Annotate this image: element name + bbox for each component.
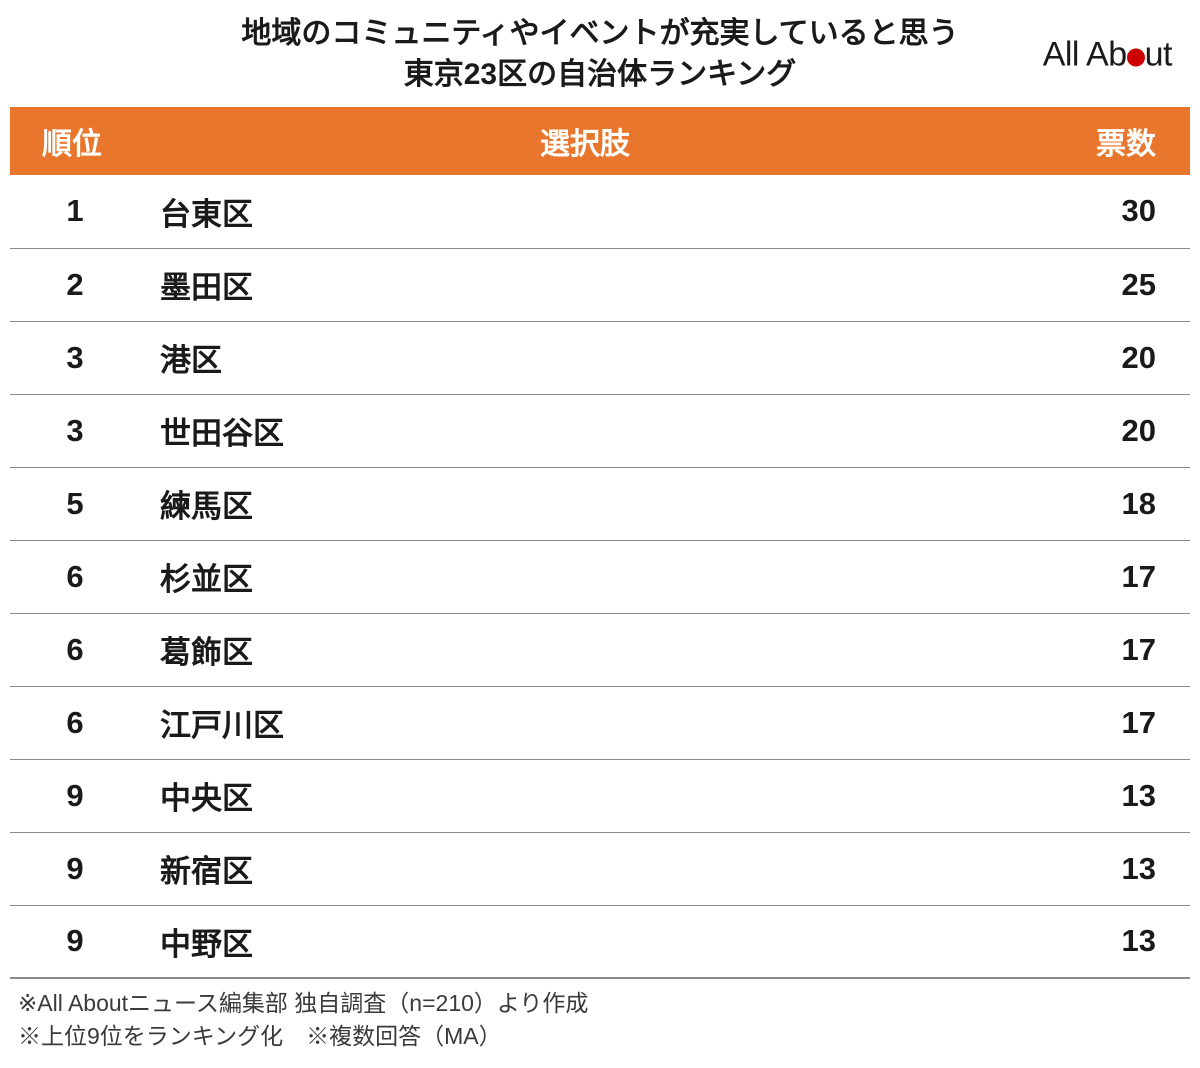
cell-choice: 世田谷区 xyxy=(140,394,1030,467)
cell-votes: 20 xyxy=(1030,321,1190,394)
table-row: 9新宿区13 xyxy=(10,832,1190,905)
table-body: 1台東区302墨田区253港区203世田谷区205練馬区186杉並区176葛飾区… xyxy=(10,175,1190,978)
cell-choice: 江戸川区 xyxy=(140,686,1030,759)
title-line-1: 地域のコミュニティやイベントが充実していると思う xyxy=(241,14,958,55)
cell-votes: 17 xyxy=(1030,540,1190,613)
cell-rank: 6 xyxy=(10,613,140,686)
logo-dot-icon xyxy=(1127,48,1145,66)
cell-rank: 6 xyxy=(10,540,140,613)
table-header: 順位 選択肢 票数 xyxy=(10,107,1190,175)
col-header-votes: 票数 xyxy=(1030,107,1190,175)
ranking-table: 順位 選択肢 票数 1台東区302墨田区253港区203世田谷区205練馬区18… xyxy=(10,107,1190,979)
logo-suffix: ut xyxy=(1145,35,1172,73)
cell-votes: 17 xyxy=(1030,686,1190,759)
cell-rank: 3 xyxy=(10,394,140,467)
cell-choice: 中央区 xyxy=(140,759,1030,832)
cell-rank: 9 xyxy=(10,905,140,978)
cell-rank: 6 xyxy=(10,686,140,759)
ranking-container: 地域のコミュニティやイベントが充実していると思う 東京23区の自治体ランキング … xyxy=(0,0,1200,1064)
cell-choice: 墨田区 xyxy=(140,248,1030,321)
table-row: 3世田谷区20 xyxy=(10,394,1190,467)
allabout-logo: All Ab ut xyxy=(1043,35,1172,74)
table-row: 6江戸川区17 xyxy=(10,686,1190,759)
footnotes: ※All Aboutニュース編集部 独自調査（n=210）より作成※上位9位をラ… xyxy=(10,987,1190,1054)
cell-votes: 20 xyxy=(1030,394,1190,467)
cell-choice: 新宿区 xyxy=(140,832,1030,905)
cell-choice: 練馬区 xyxy=(140,467,1030,540)
cell-choice: 杉並区 xyxy=(140,540,1030,613)
table-row: 9中央区13 xyxy=(10,759,1190,832)
table-row: 1台東区30 xyxy=(10,175,1190,248)
page-title: 地域のコミュニティやイベントが充実していると思う 東京23区の自治体ランキング xyxy=(241,14,958,95)
table-row: 9中野区13 xyxy=(10,905,1190,978)
cell-votes: 13 xyxy=(1030,832,1190,905)
cell-rank: 2 xyxy=(10,248,140,321)
cell-votes: 17 xyxy=(1030,613,1190,686)
cell-rank: 5 xyxy=(10,467,140,540)
footnote-line: ※上位9位をランキング化 ※複数回答（MA） xyxy=(18,1020,1182,1053)
title-line-2: 東京23区の自治体ランキング xyxy=(241,55,958,96)
cell-choice: 港区 xyxy=(140,321,1030,394)
cell-choice: 葛飾区 xyxy=(140,613,1030,686)
logo-prefix: All Ab xyxy=(1043,35,1127,73)
cell-choice: 中野区 xyxy=(140,905,1030,978)
cell-votes: 30 xyxy=(1030,175,1190,248)
footnote-line: ※All Aboutニュース編集部 独自調査（n=210）より作成 xyxy=(18,987,1182,1020)
cell-votes: 13 xyxy=(1030,759,1190,832)
table-row: 3港区20 xyxy=(10,321,1190,394)
header: 地域のコミュニティやイベントが充実していると思う 東京23区の自治体ランキング … xyxy=(10,14,1190,95)
cell-votes: 18 xyxy=(1030,467,1190,540)
cell-rank: 3 xyxy=(10,321,140,394)
table-row: 2墨田区25 xyxy=(10,248,1190,321)
cell-choice: 台東区 xyxy=(140,175,1030,248)
cell-rank: 9 xyxy=(10,832,140,905)
table-row: 6杉並区17 xyxy=(10,540,1190,613)
cell-votes: 13 xyxy=(1030,905,1190,978)
col-header-rank: 順位 xyxy=(10,107,140,175)
col-header-choice: 選択肢 xyxy=(140,107,1030,175)
cell-votes: 25 xyxy=(1030,248,1190,321)
table-row: 5練馬区18 xyxy=(10,467,1190,540)
table-row: 6葛飾区17 xyxy=(10,613,1190,686)
cell-rank: 9 xyxy=(10,759,140,832)
cell-rank: 1 xyxy=(10,175,140,248)
